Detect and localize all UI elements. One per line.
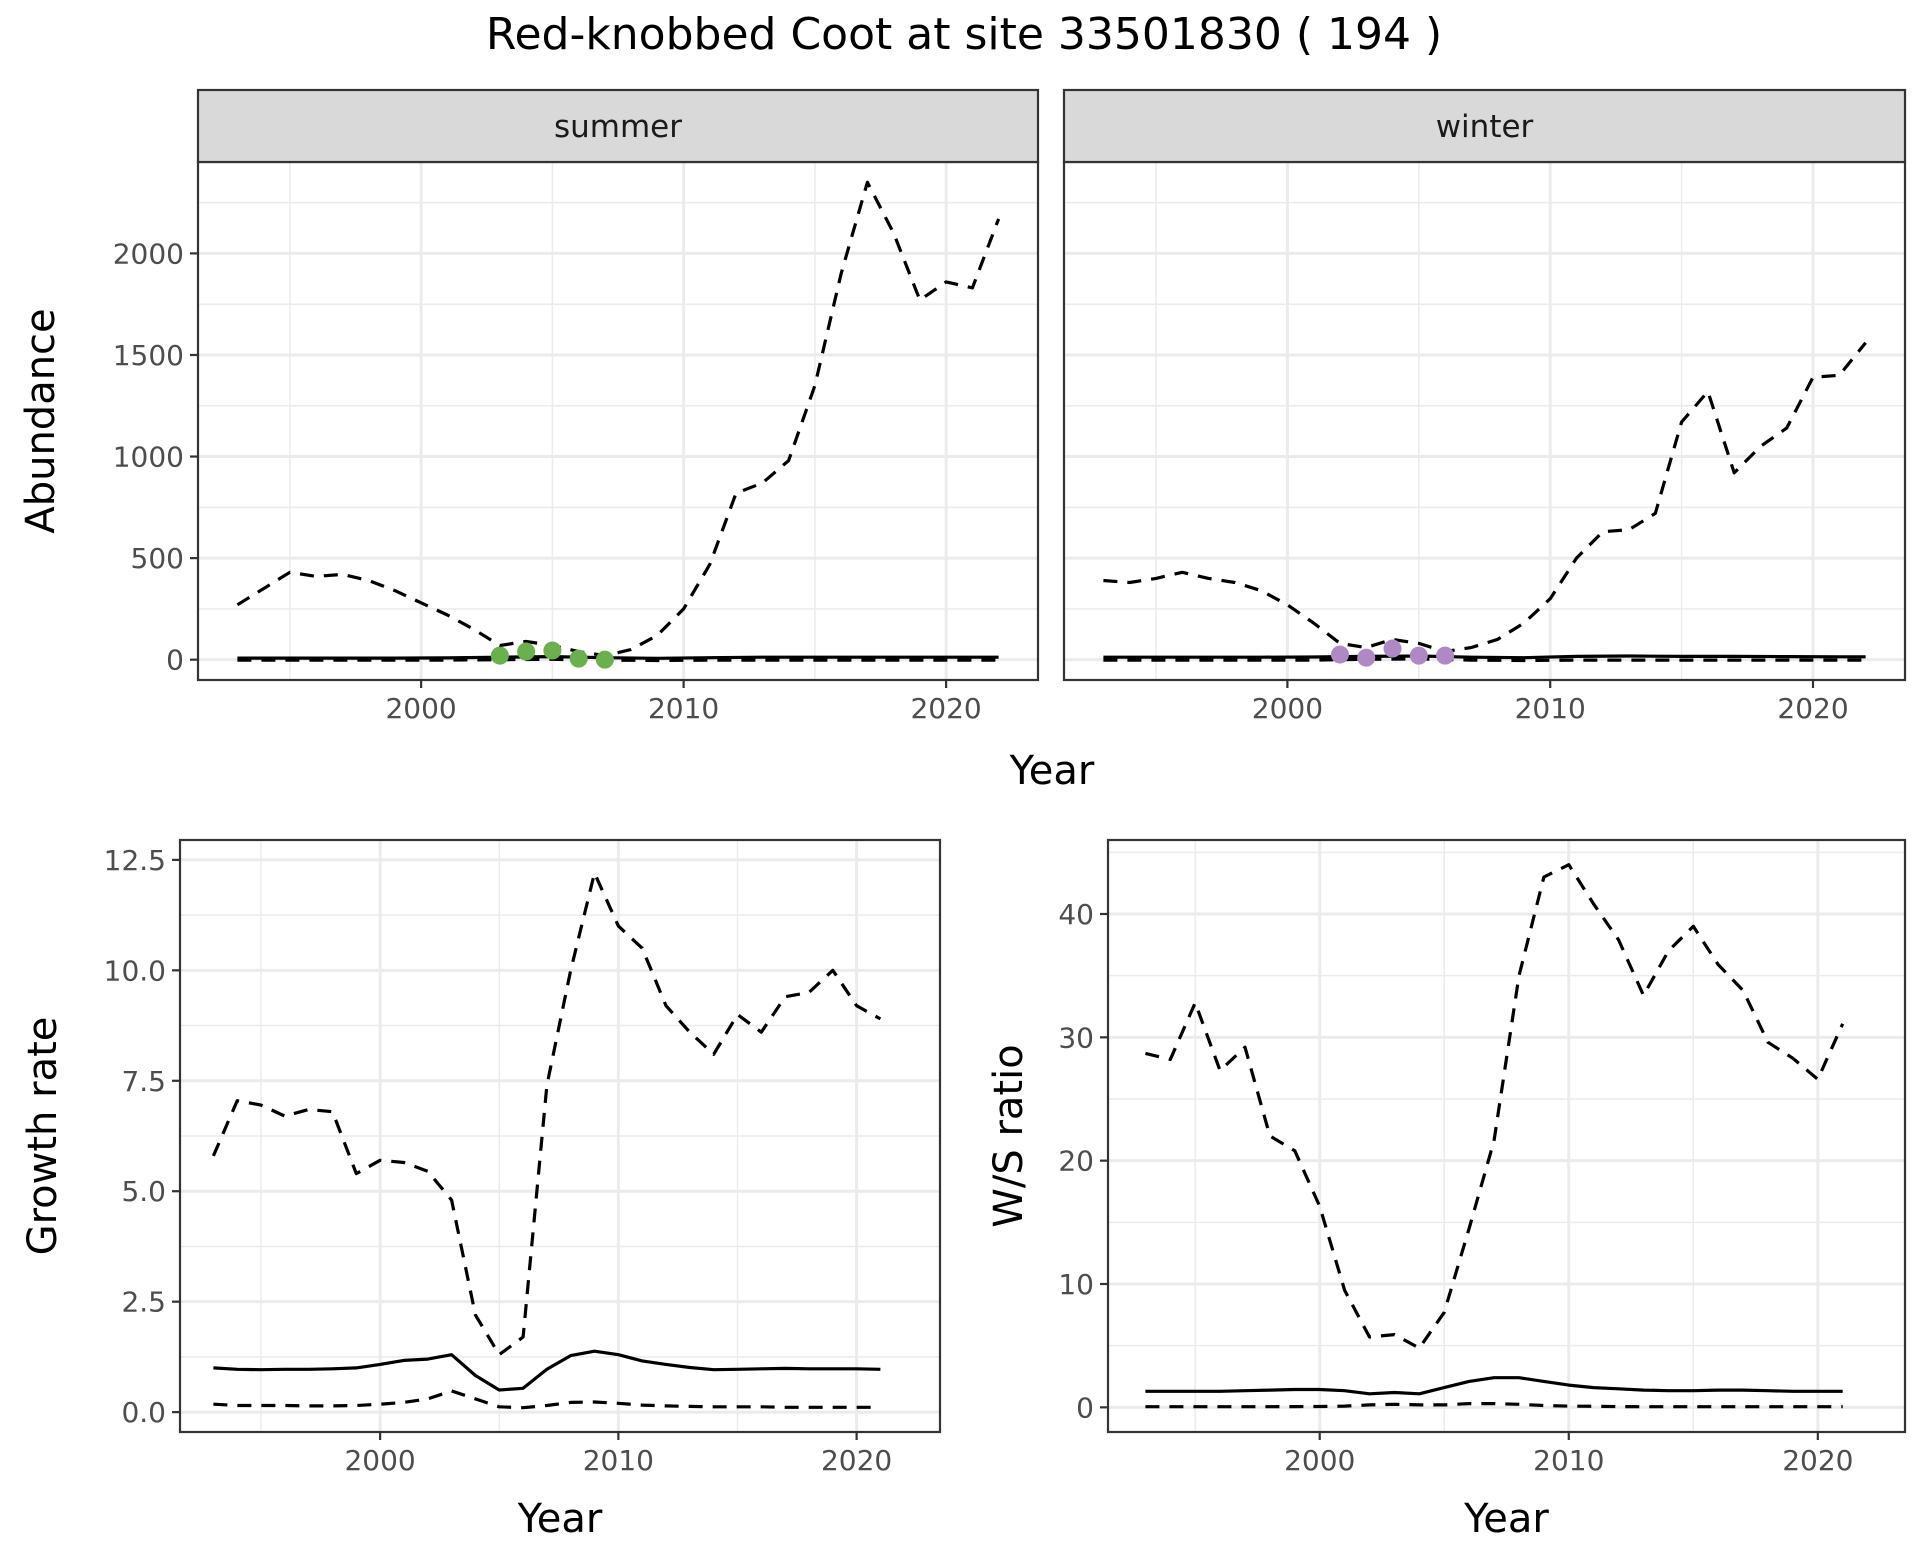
y-tick-label: 2000: [113, 237, 184, 270]
observation-point: [595, 650, 614, 669]
y-tick-label: 7.5: [121, 1065, 166, 1098]
y-tick-label: 1500: [113, 339, 184, 372]
y-tick-label: 500: [131, 542, 184, 575]
observation-point: [1436, 646, 1455, 665]
y-tick-label: 40: [1058, 898, 1094, 931]
observation-point: [1357, 648, 1376, 667]
x-axis-title: Year: [517, 1496, 603, 1542]
ws-ratio-panel: 2000 2010 2020 0 10 20 30 40 W/S ratio Year: [986, 838, 1907, 1542]
plot-area: [1108, 840, 1905, 1432]
panel-border: [178, 838, 942, 1434]
y-tick-label: 10: [1058, 1268, 1094, 1301]
x-tick-label: 2020: [821, 1444, 892, 1477]
y-tick-label: 10.0: [104, 954, 166, 987]
winter-panel: winter 2000 2010 2020: [1062, 88, 1907, 725]
growth-rate-panel: 2000 2010 2020 0.0 2.5 5.0 7.5 10.0 12.5 Growth r…: [20, 838, 942, 1542]
series-line-bound-2: [1145, 1401, 1843, 1409]
x-tick-label: 2020: [1782, 1444, 1853, 1477]
series-line-median: [237, 654, 999, 660]
observation-point: [569, 649, 588, 668]
y-tick-label: 0: [166, 644, 184, 677]
observation-point: [543, 641, 562, 660]
observation-point: [490, 646, 509, 665]
summer-panel: summer 2000 2010 2020 0 500 1000 1500 2000 Abunda…: [18, 88, 1040, 725]
x-tick-label: 2000: [1284, 1444, 1355, 1477]
observation-point: [1409, 646, 1428, 665]
x-tick-label: 2000: [1252, 692, 1323, 725]
series-line-median: [213, 1349, 881, 1392]
chart-title: Red-knobbed Coot at site 33501830 ( 194 …: [486, 9, 1442, 60]
facet-strip-label: winter: [1436, 109, 1534, 145]
y-tick-label: 5.0: [121, 1175, 166, 1208]
series-line-median: [1145, 1376, 1843, 1396]
x-tick-label: 2010: [648, 692, 719, 725]
x-tick-label: 2010: [583, 1444, 654, 1477]
y-tick-label: 1000: [113, 441, 184, 474]
x-tick-label: 2000: [344, 1444, 415, 1477]
y-tick-label: 20: [1058, 1145, 1094, 1178]
y-tick-label: 2.5: [121, 1286, 166, 1319]
y-axis-title: Growth rate: [20, 1017, 66, 1256]
x-tick-label: 2010: [1515, 692, 1586, 725]
series-line-bound-2: [213, 1389, 881, 1410]
series-line-median: [1103, 654, 1866, 660]
observation-point: [1383, 639, 1402, 658]
panel-border: [1106, 838, 1907, 1434]
series-line-bound-1: [1103, 341, 1867, 654]
x-axis-title: Year: [1463, 1496, 1549, 1542]
series-line-bound-2: [1103, 657, 1866, 663]
y-tick-label: 12.5: [104, 844, 166, 877]
x-tick-label: 2020: [1777, 692, 1848, 725]
facet-strip-label: summer: [554, 109, 682, 145]
y-tick-label: 0: [1076, 1391, 1094, 1424]
x-tick-label: 2010: [1533, 1444, 1604, 1477]
y-axis-title: Abundance: [18, 308, 64, 533]
top-x-axis-title: Year: [1009, 748, 1095, 794]
series-line-bound-1: [236, 180, 1001, 658]
x-tick-label: 2020: [910, 692, 981, 725]
y-tick-label: 30: [1058, 1021, 1094, 1054]
observation-point: [1330, 645, 1349, 664]
x-tick-label: 2000: [385, 692, 456, 725]
plot-area: [198, 162, 1038, 680]
facet-strip: [196, 88, 1040, 164]
series-line-bound-1: [211, 871, 882, 1357]
facet-strip: [1062, 88, 1907, 164]
observation-point: [517, 642, 536, 661]
y-axis-title: W/S ratio: [986, 1044, 1032, 1227]
series-line-bound-2: [237, 657, 999, 663]
plot-area: [1064, 162, 1905, 680]
y-tick-label: 0.0: [121, 1396, 166, 1429]
